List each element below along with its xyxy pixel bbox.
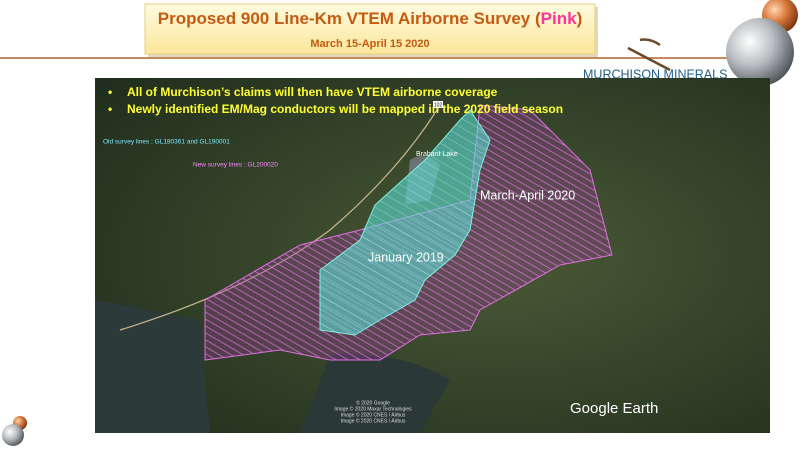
bullet: All of Murchison’s claims will then have… xyxy=(127,85,498,99)
bullet: Newly identified EM/Mag conductors will … xyxy=(127,102,563,116)
bullet-dot: • xyxy=(108,102,112,116)
area-label: March-April 2020 xyxy=(480,188,575,202)
credit: © 2020 Google xyxy=(356,399,390,406)
legend-old: Old survey lines : GL180361 and GL190001 xyxy=(103,139,230,146)
logo-text: MURCHISON MINERALS xyxy=(583,67,727,81)
title: Proposed 900 Line-Km VTEM Airborne Surve… xyxy=(158,9,582,28)
road-shield xyxy=(433,101,443,108)
bullet-dot: • xyxy=(108,85,112,99)
credit: Image © 2020 CNES / Airbus xyxy=(341,417,406,424)
lake xyxy=(300,354,450,433)
brand: Google Earth xyxy=(570,400,658,417)
title-box xyxy=(144,3,596,55)
silver-sphere xyxy=(726,18,794,86)
map: • All of Murchison’s claims will then ha… xyxy=(95,78,770,433)
road-label: 102 xyxy=(434,102,443,108)
survey-old xyxy=(319,109,491,336)
subtitle: March 15-April 15 2020 xyxy=(310,38,429,50)
credit: Image © 2020 Maxar Technologies xyxy=(334,405,412,412)
road xyxy=(119,104,441,331)
lake xyxy=(95,300,210,433)
title-highlight: Pink xyxy=(541,9,577,28)
legend-new: New survey lines : GL200020 xyxy=(193,162,278,169)
place-label: Brabant Lake xyxy=(416,151,458,158)
pickaxe xyxy=(627,38,671,72)
title-text: ) xyxy=(577,9,583,28)
title-text: Proposed 900 Line-Km VTEM Airborne Surve… xyxy=(158,9,541,28)
silver-sphere xyxy=(2,424,24,446)
area-label: January 2019 xyxy=(368,250,444,264)
credit: Image © 2020 CNES / Airbus xyxy=(341,411,406,418)
